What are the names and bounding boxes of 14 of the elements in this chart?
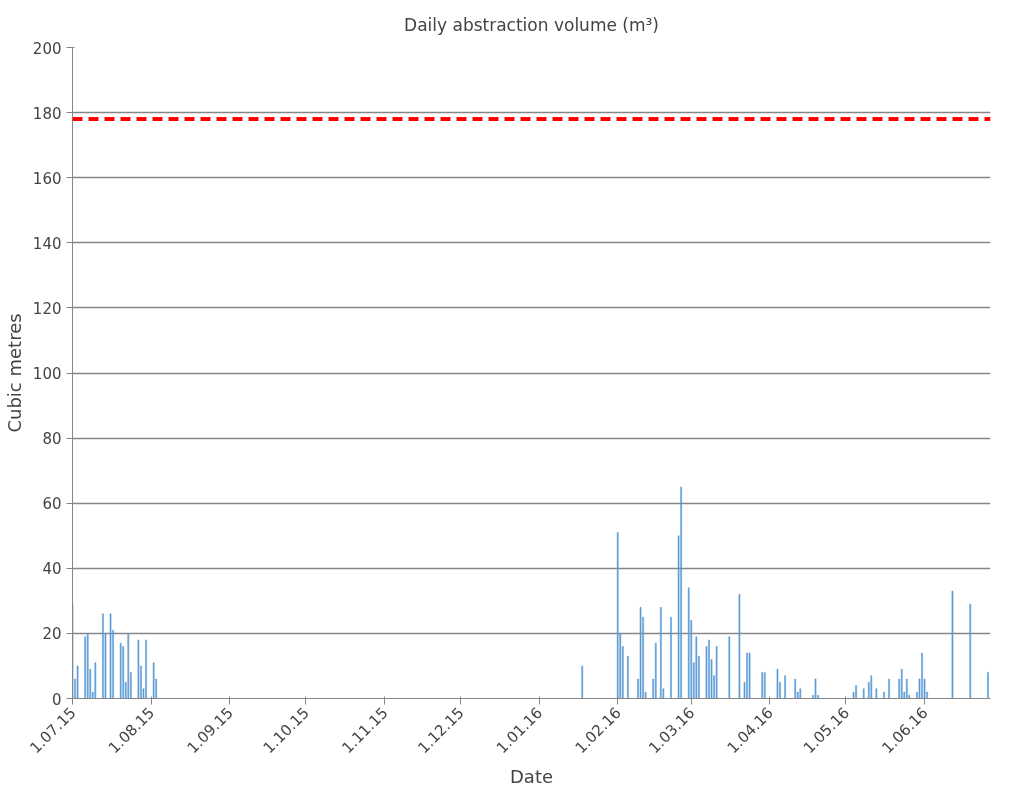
y-tick-label: 100 — [32, 365, 62, 383]
y-tick-label: 80 — [42, 430, 62, 449]
y-tick-label: 0 — [51, 690, 62, 709]
y-tick-label: 60 — [42, 495, 62, 514]
y-tick-label: 160 — [32, 169, 62, 188]
y-tick-label: 200 — [32, 39, 62, 58]
y-tick-label: 180 — [32, 104, 62, 123]
chart-title: Daily abstraction volume (m³) — [404, 15, 659, 35]
y-tick-label: 20 — [42, 625, 62, 644]
y-axis-title: Cubic metres — [3, 313, 25, 433]
y-tick-label: 140 — [32, 234, 62, 253]
y-tick-label: 120 — [32, 299, 62, 318]
x-axis-title: Date — [509, 766, 554, 788]
y-tick-label: 40 — [42, 560, 62, 579]
